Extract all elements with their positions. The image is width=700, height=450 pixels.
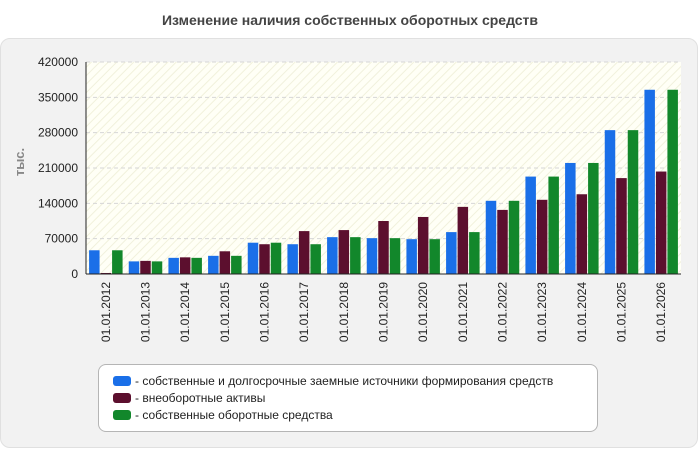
bar — [667, 89, 678, 274]
x-tick-label: 01.01.2017 — [297, 282, 311, 342]
x-tick-label: 01.01.2022 — [496, 282, 510, 342]
bar — [366, 238, 378, 274]
y-tick-label: 0 — [71, 267, 78, 281]
y-axis-label: тыс. — [12, 148, 27, 176]
bar — [350, 237, 361, 274]
bar — [389, 238, 401, 274]
x-tick-label: 01.01.2021 — [456, 282, 470, 342]
bar — [338, 230, 350, 274]
bar — [208, 255, 219, 274]
bar — [497, 209, 508, 274]
bar — [151, 261, 163, 274]
bar — [588, 162, 599, 274]
bar — [457, 206, 469, 274]
bar — [310, 244, 321, 274]
x-tick-label: 01.01.2026 — [654, 282, 668, 342]
y-tick-label: 140000 — [38, 196, 78, 210]
bar — [287, 244, 298, 274]
bar — [576, 194, 588, 274]
legend: - собственные и долгосрочные заемные ист… — [98, 364, 598, 432]
bar — [655, 171, 667, 274]
legend-item: - собственные оборотные средства — [113, 406, 597, 423]
bar — [485, 200, 497, 274]
bar — [247, 242, 259, 274]
bar — [112, 250, 123, 274]
bar — [627, 130, 639, 274]
bar — [417, 216, 429, 274]
bar — [548, 176, 559, 274]
chart-title: Изменение наличия собственных оборотных … — [161, 12, 539, 28]
legend-swatch — [113, 409, 131, 420]
bar — [525, 176, 536, 274]
legend-item: - внеоборотные активы — [113, 389, 597, 406]
bar — [128, 261, 140, 274]
bar — [179, 257, 191, 274]
bar — [378, 221, 389, 274]
x-tick-label: 01.01.2024 — [575, 282, 589, 342]
x-tick-label: 01.01.2016 — [258, 282, 272, 342]
legend-swatch — [113, 392, 131, 403]
bars — [89, 89, 678, 274]
legend-label: - собственные оборотные средства — [135, 407, 333, 422]
bar — [446, 232, 457, 274]
bar — [298, 231, 310, 274]
bar — [406, 239, 417, 274]
x-tick-label: 01.01.2014 — [178, 282, 192, 342]
bar — [231, 255, 242, 274]
legend-label: - собственные и долгосрочные заемные ист… — [135, 373, 554, 388]
x-tick-label: 01.01.2012 — [99, 282, 113, 342]
bar — [429, 239, 440, 274]
x-tick-label: 01.01.2013 — [139, 282, 153, 342]
x-tick-label: 01.01.2023 — [535, 282, 549, 342]
bar — [536, 199, 548, 274]
legend-label: - внеоборотные активы — [135, 390, 266, 405]
y-tick-labels: 0 70000 140000 210000 280000 350000 420000 — [38, 55, 78, 281]
bar — [508, 200, 520, 274]
y-tick-label: 70000 — [45, 232, 79, 246]
bar — [191, 257, 202, 274]
x-tick-label: 01.01.2020 — [416, 282, 430, 342]
bar — [327, 237, 338, 274]
bar — [100, 272, 112, 274]
y-tick-label: 420000 — [38, 55, 78, 69]
y-tick-label: 210000 — [38, 161, 78, 175]
y-tick-label: 280000 — [38, 126, 78, 140]
bar — [604, 130, 616, 274]
x-tick-label: 01.01.2019 — [377, 282, 391, 342]
bar — [259, 244, 270, 274]
x-tick-label: 01.01.2015 — [218, 282, 232, 342]
bar — [270, 242, 282, 274]
x-tick-label: 01.01.2018 — [337, 282, 351, 342]
x-tick-label: 01.01.2025 — [615, 282, 629, 342]
bar — [219, 251, 231, 274]
bar — [168, 257, 179, 274]
bar — [565, 162, 576, 274]
gridlines — [86, 61, 681, 240]
bar — [644, 89, 655, 274]
legend-item: - собственные и долгосрочные заемные ист… — [113, 372, 597, 389]
bar — [89, 250, 100, 274]
bar — [616, 178, 627, 274]
bar — [140, 260, 151, 274]
legend-swatch — [113, 375, 131, 386]
y-tick-label: 350000 — [38, 90, 78, 104]
bar — [469, 232, 480, 274]
x-tick-labels: 01.01.2012 01.01.2013 01.01.2014 01.01.2015… — [99, 282, 668, 342]
